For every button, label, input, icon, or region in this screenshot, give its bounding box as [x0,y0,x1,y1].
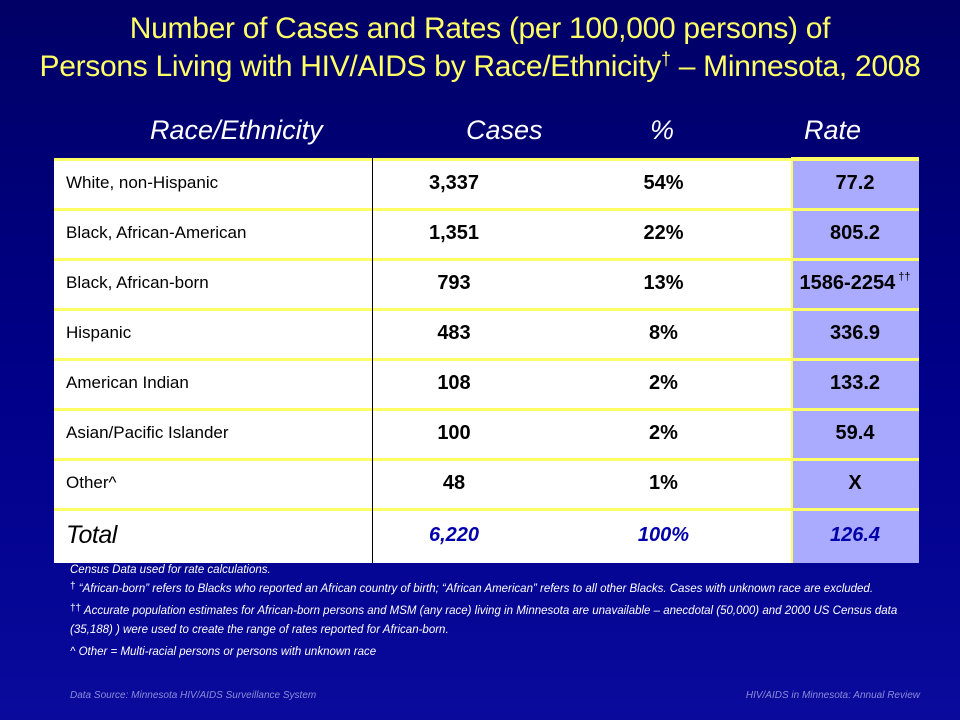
cell-rate: 336.9 [791,308,919,358]
cell-race-total: Total [54,508,372,563]
cell-cases-total: 6,220 [372,508,536,563]
column-divider [791,158,793,563]
note-double-dagger: †† Accurate population estimates for Afr… [70,602,920,640]
column-divider [372,158,373,563]
rate-value: 77.2 [835,171,875,194]
cell-race: Black, African-born [54,258,372,308]
cell-cases: 793 [372,258,536,308]
cases-table: White, non-Hispanic 3,337 54% 77.2 Black… [54,157,919,563]
cell-percent: 1% [536,458,791,508]
table-row-total: Total 6,220 100% 126.4 [54,508,919,563]
cell-percent: 2% [536,408,791,458]
cell-percent-total: 100% [536,508,791,563]
cell-rate: 77.2 [791,158,919,208]
table-row: Black, African-born 793 13% 1586-2254 †† [54,258,919,308]
header-rate: Rate [804,115,862,145]
title-line-2-text: Persons Living with HIV/AIDS by Race/Eth… [39,50,662,83]
cell-cases: 100 [372,408,536,458]
cell-race: Other^ [54,458,372,508]
footer-data-source: Data Source: Minnesota HIV/AIDS Surveill… [70,690,317,701]
rate-value: 133.2 [829,371,881,394]
header-cases: Cases [466,115,543,145]
table-row: Asian/Pacific Islander 100 2% 59.4 [54,408,919,458]
cell-percent: 22% [536,208,791,258]
note-dagger-text: “African-born” refers to Blacks who repo… [75,583,874,595]
rate-value: 59.4 [835,421,875,444]
cell-percent: 2% [536,358,791,408]
note-dagger: † “African-born” refers to Blacks who re… [70,581,920,597]
double-dagger-symbol: †† [70,603,82,614]
slide-title: Number of Cases and Rates (per 100,000 p… [0,10,960,86]
header-race: Race/Ethnicity [150,115,323,145]
title-line-2-suffix: – Minnesota, 2008 [670,50,921,83]
table-row: White, non-Hispanic 3,337 54% 77.2 [54,158,919,208]
cell-percent: 8% [536,308,791,358]
cell-race: Hispanic [54,308,372,358]
title-line-1: Number of Cases and Rates (per 100,000 p… [129,12,831,45]
cell-rate-total: 126.4 [791,508,919,563]
cell-race: Asian/Pacific Islander [54,408,372,458]
rate-footnote-marker: †† [898,271,911,283]
cell-rate: 133.2 [791,358,919,408]
cell-race: American Indian [54,358,372,408]
rate-value: X [848,471,862,494]
cell-cases: 108 [372,358,536,408]
cell-rate: 805.2 [791,208,919,258]
cell-race: Black, African-American [54,208,372,258]
rate-value: 126.4 [829,524,881,546]
table-row: American Indian 108 2% 133.2 [54,358,919,408]
cell-rate: 1586-2254 †† [791,258,919,308]
cell-cases: 1,351 [372,208,536,258]
cell-rate: X [791,458,919,508]
note-other: ^ Other = Multi-racial persons or person… [70,646,377,658]
note-census: Census Data used for rate calculations. [70,564,271,576]
table-row: Hispanic 483 8% 336.9 [54,308,919,358]
cell-percent: 13% [536,258,791,308]
title-dagger: † [660,49,671,69]
cell-cases: 483 [372,308,536,358]
footnotes: Census Data used for rate calculations. … [70,563,920,664]
rate-value: 805.2 [829,221,881,244]
footer-report-title: HIV/AIDS in Minnesota: Annual Review [745,690,920,701]
rate-value: 1586-2254 [799,271,896,294]
cell-cases: 48 [372,458,536,508]
header-percent: % [650,115,675,145]
cell-rate: 59.4 [791,408,919,458]
rate-value: 336.9 [829,321,881,344]
cell-percent: 54% [536,158,791,208]
rate-column-top-border [791,157,919,160]
table-row: Black, African-American 1,351 22% 805.2 [54,208,919,258]
cell-race: White, non-Hispanic [54,158,372,208]
cell-cases: 3,337 [372,158,536,208]
table-row: Other^ 48 1% X [54,458,919,508]
dagger-symbol: † [70,581,76,592]
note-double-dagger-text: Accurate population estimates for Africa… [70,605,898,636]
title-line-2: Persons Living with HIV/AIDS by Race/Eth… [0,48,960,86]
